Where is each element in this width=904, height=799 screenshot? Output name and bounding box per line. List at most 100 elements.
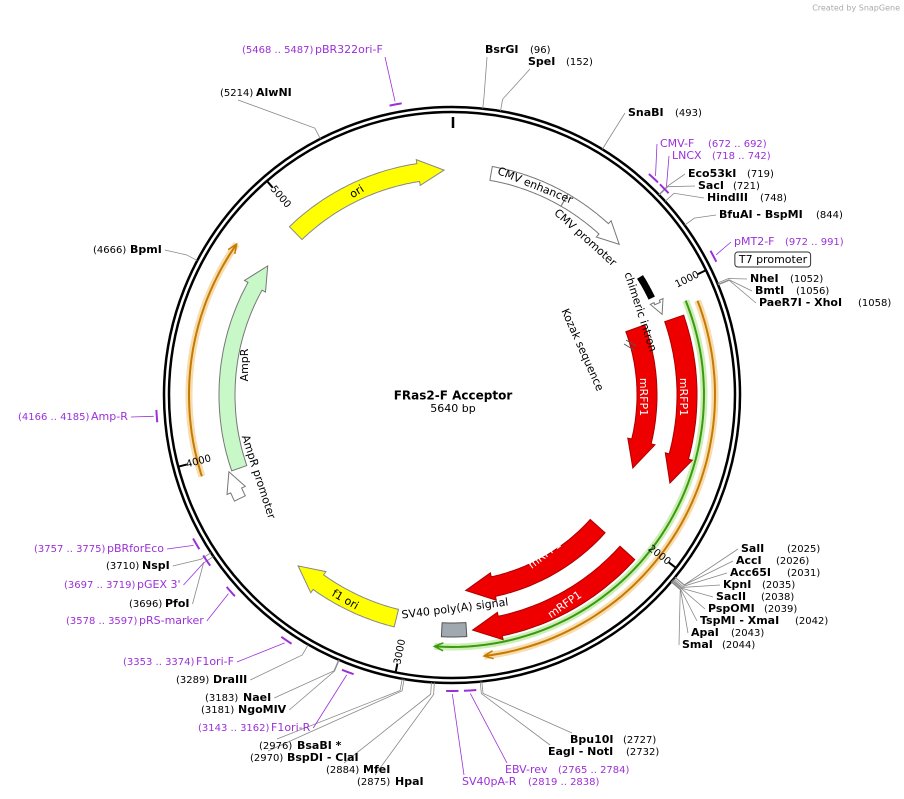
enzyme-line bbox=[288, 659, 340, 711]
enzyme-name: SpeI bbox=[528, 55, 555, 68]
primer-name: F1ori-R bbox=[271, 721, 311, 734]
enzyme-site: (2884) bbox=[326, 765, 359, 776]
enzyme-site: (2031) bbox=[787, 568, 820, 579]
primer-line bbox=[236, 642, 285, 663]
enzyme-site: (2038) bbox=[761, 592, 794, 603]
enzyme-site: (2042) bbox=[795, 616, 828, 627]
tick-mark bbox=[394, 663, 399, 672]
primer-name: Amp-R bbox=[91, 410, 128, 423]
enzyme-line bbox=[481, 681, 573, 734]
feature-ampr-promoter bbox=[226, 470, 247, 502]
feature-mrfp1 bbox=[471, 545, 636, 641]
enzyme-line bbox=[717, 279, 753, 292]
primer-mark bbox=[280, 635, 293, 645]
enzyme-line bbox=[343, 682, 432, 764]
enzyme-line bbox=[658, 185, 696, 196]
enzyme-name: NgoMIV bbox=[238, 703, 287, 716]
feature-intron bbox=[637, 275, 655, 300]
primer-range: (3578 .. 3597) bbox=[66, 616, 138, 627]
primer-name: SV40pA-R bbox=[462, 775, 517, 788]
enzyme-site: (2044) bbox=[722, 640, 755, 651]
enzyme-line bbox=[482, 56, 488, 109]
enzyme-name: NheI bbox=[750, 272, 779, 285]
enzyme-site: (96) bbox=[530, 45, 551, 56]
enzyme-name: SacI bbox=[698, 179, 724, 192]
primer-line bbox=[384, 56, 396, 102]
primer-name: pMT2-F bbox=[734, 235, 775, 248]
primer-line bbox=[183, 562, 205, 586]
enzyme-site: (5214) bbox=[220, 88, 253, 99]
enzyme-line bbox=[602, 112, 626, 150]
primer-line bbox=[312, 674, 348, 729]
enzyme-name: PfoI bbox=[165, 597, 190, 610]
enzyme-name: SmaI bbox=[682, 638, 713, 651]
primer-name: pBRforEco bbox=[107, 542, 164, 555]
primer-mark bbox=[225, 586, 236, 597]
feature-mrfp1 bbox=[625, 324, 658, 470]
enzyme-name: AlwNI bbox=[256, 86, 292, 99]
enzyme-site: (2970) bbox=[250, 753, 283, 764]
orange-track bbox=[483, 300, 717, 657]
enzyme-site: (4666) bbox=[93, 245, 126, 256]
primer-range: (3143 .. 3162) bbox=[198, 723, 270, 734]
enzyme-name: SacII bbox=[716, 590, 746, 603]
header: Created by SnapGene bbox=[812, 4, 900, 13]
feature-ori bbox=[288, 158, 446, 241]
tick-label: 1000 bbox=[674, 269, 702, 290]
backbone-outer bbox=[162, 105, 742, 685]
enzyme-site: (1056) bbox=[796, 286, 829, 297]
primer-line bbox=[655, 143, 658, 176]
enzyme-line bbox=[684, 214, 717, 226]
enzyme-line bbox=[674, 560, 734, 586]
enzyme-name: Bpu10I bbox=[570, 733, 614, 746]
enzyme-name: BspDI - ClaI bbox=[287, 751, 359, 764]
enzyme-name: DraIII bbox=[213, 673, 247, 686]
enzyme-name: BfuAI - BspMI bbox=[719, 208, 803, 221]
enzyme-name: TspMI - XmaI bbox=[700, 614, 779, 627]
primer-mark bbox=[463, 689, 477, 692]
enzyme-site: (1052) bbox=[790, 274, 823, 285]
enzyme-line bbox=[717, 279, 757, 304]
enzyme-site: (3710) bbox=[106, 561, 139, 572]
enzyme-line bbox=[658, 173, 686, 195]
primer-line bbox=[166, 544, 194, 550]
enzyme-name: BmtI bbox=[755, 284, 784, 297]
feature-label: ori bbox=[347, 182, 366, 201]
primer-range: (672 .. 692) bbox=[708, 139, 767, 150]
enzyme-name: MfeI bbox=[363, 763, 390, 776]
enzyme-site: (3183) bbox=[205, 693, 238, 704]
feature-small bbox=[649, 297, 664, 316]
enzyme-site: (152) bbox=[566, 57, 593, 68]
feature-label: AmpR promoter bbox=[239, 433, 279, 521]
enzyme-line bbox=[671, 580, 706, 610]
enzyme-site: (1058) bbox=[858, 298, 891, 309]
enzyme-name: Acc65I bbox=[730, 566, 771, 579]
primer-mark bbox=[202, 554, 212, 567]
enzyme-name: HpaI bbox=[395, 775, 424, 788]
enzyme-line bbox=[673, 572, 728, 587]
feature-label: mRFP1 bbox=[677, 378, 690, 416]
feature-ampr bbox=[218, 264, 269, 472]
enzyme-site: (719) bbox=[747, 169, 774, 180]
feature-box bbox=[734, 251, 812, 268]
enzyme-name: EagI - NotI bbox=[548, 745, 613, 758]
enzyme-site: (493) bbox=[675, 108, 702, 119]
enzyme-name: BsaBI * bbox=[297, 739, 342, 752]
primer-range: (2765 .. 2784) bbox=[558, 765, 630, 776]
enzyme-name: PspOMI bbox=[708, 602, 755, 615]
primer-range: (4166 .. 4185) bbox=[18, 412, 90, 423]
primer-line bbox=[469, 693, 508, 764]
enzyme-line bbox=[664, 192, 705, 202]
primer-line bbox=[206, 593, 229, 622]
feature-label: AmpR bbox=[238, 348, 251, 381]
primer-range: (5468 .. 5487) bbox=[242, 45, 314, 56]
green-track-head bbox=[432, 642, 444, 652]
map-title: FRas2-F Acceptor bbox=[394, 389, 513, 403]
feature-mrfp1 bbox=[464, 518, 606, 602]
primer-mark bbox=[155, 409, 159, 423]
primer-name: pBR322ori-F bbox=[315, 43, 383, 56]
primer-name: LNCX bbox=[672, 149, 702, 162]
enzyme-site: (3289) bbox=[176, 675, 209, 686]
enzyme-site: (2976) bbox=[259, 741, 292, 752]
orange-track-left bbox=[188, 243, 238, 477]
